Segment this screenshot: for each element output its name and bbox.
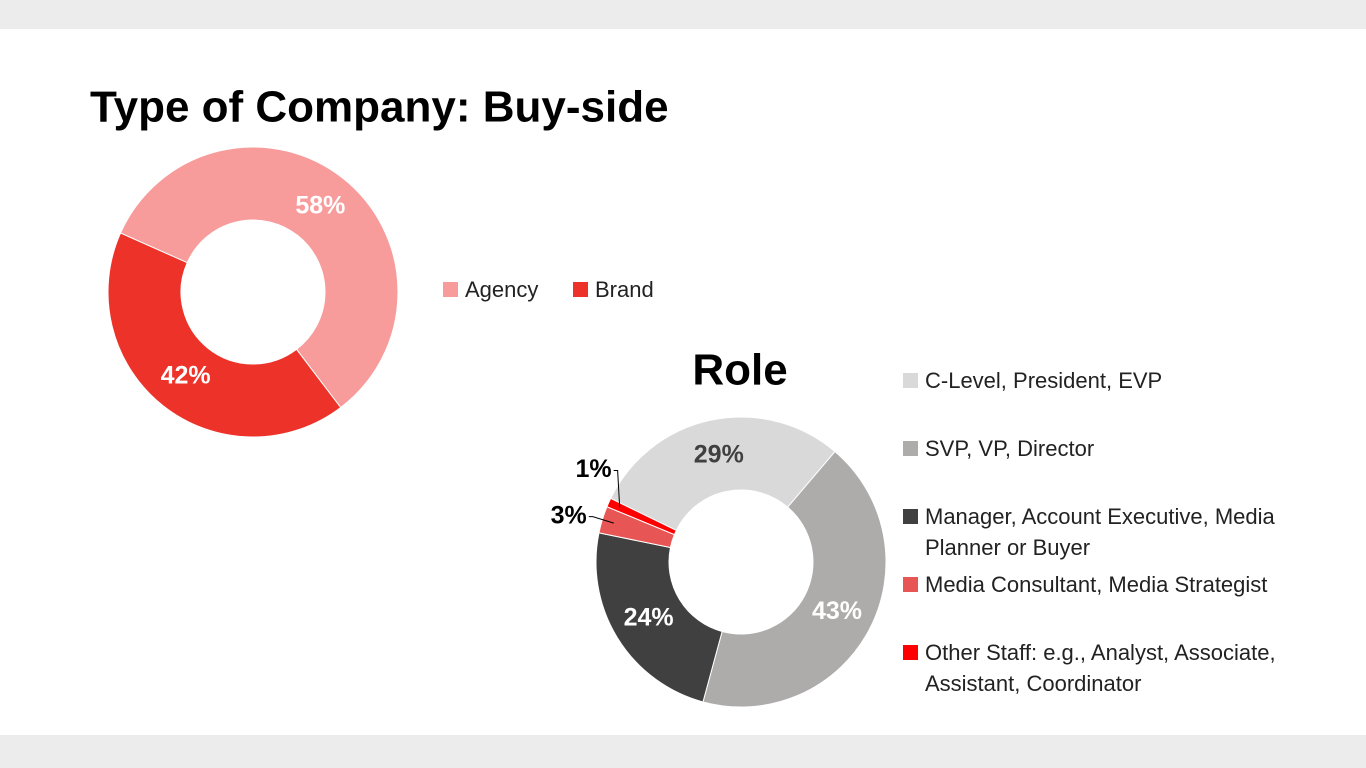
legend-swatch [443, 282, 458, 297]
legend-label: Manager, Account Executive, Media Planne… [925, 504, 1275, 560]
legend-label: SVP, VP, Director [925, 436, 1095, 461]
data-label: 58% [295, 192, 345, 220]
leader-line [613, 469, 621, 508]
legend-item: SVP, VP, Director [903, 433, 1293, 464]
legend-swatch [903, 441, 918, 456]
legend-label: Other Staff: e.g., Analyst, Associate, A… [925, 640, 1276, 696]
donut-slice [595, 532, 723, 703]
legend-swatch [903, 373, 918, 388]
donut-slice [606, 497, 677, 536]
bottom-band [0, 735, 1366, 768]
chart-title: Type of Company: Buy-side [90, 83, 669, 132]
data-label: 3% [551, 501, 587, 529]
donut-slice [610, 416, 836, 532]
data-label: 42% [161, 362, 211, 390]
legend-item: Manager, Account Executive, Media Planne… [903, 501, 1293, 563]
legend-item: Media Consultant, Media Strategist [903, 569, 1293, 600]
donut-slice [702, 450, 887, 708]
legend-swatch [573, 282, 588, 297]
data-label: 29% [694, 440, 744, 468]
data-label: 1% [575, 455, 611, 483]
legend-label: Brand [595, 277, 654, 302]
legend-label: C-Level, President, EVP [925, 368, 1163, 393]
legend-swatch [903, 645, 918, 660]
legend-label: Media Consultant, Media Strategist [925, 572, 1268, 597]
top-band [0, 0, 1366, 29]
legend-label: Agency [465, 277, 539, 302]
leader-line [588, 516, 614, 524]
donut-slice [107, 232, 342, 438]
chart-title: Role [692, 346, 787, 395]
legend-swatch [903, 577, 918, 592]
donut-slice [119, 146, 399, 409]
legend-item: C-Level, President, EVP [903, 365, 1293, 396]
legend-item: Agency [443, 274, 643, 305]
legend-swatch [903, 509, 918, 524]
data-label: 24% [624, 603, 674, 631]
legend-item: Brand [573, 274, 773, 305]
legend-item: Other Staff: e.g., Analyst, Associate, A… [903, 637, 1293, 699]
data-label: 43% [812, 597, 862, 625]
